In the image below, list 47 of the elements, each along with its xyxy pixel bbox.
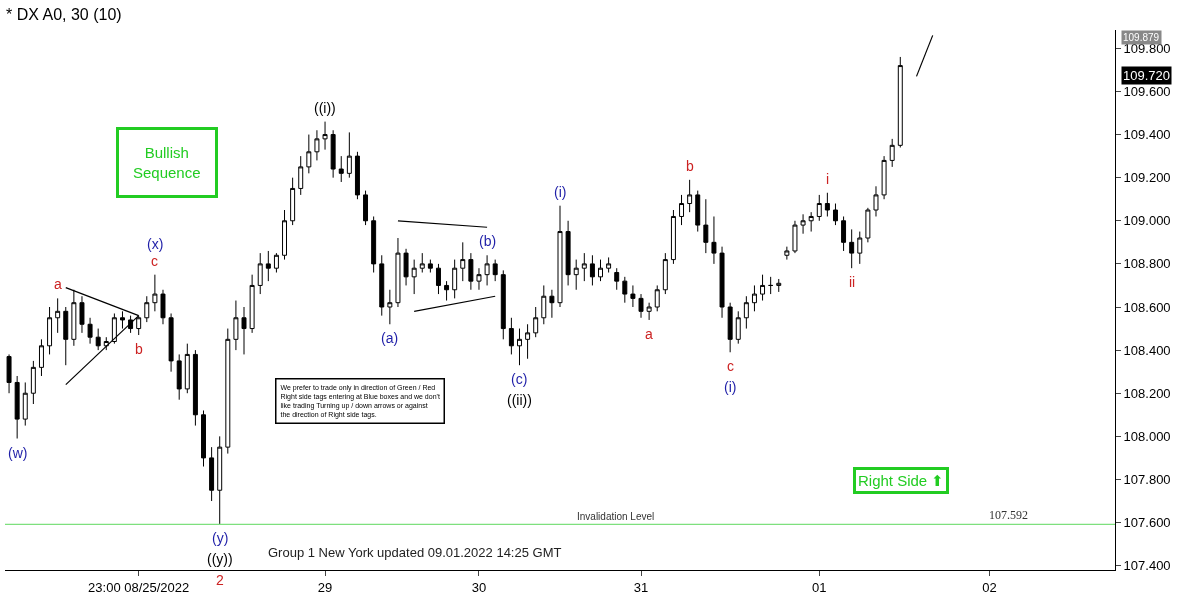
annotation: a bbox=[54, 276, 62, 292]
text: 109.879 bbox=[1123, 32, 1160, 43]
ref-line-label: Invalidation Level bbox=[577, 511, 655, 522]
y-tick-label: 108.600 bbox=[1123, 299, 1171, 315]
annotation: (c) bbox=[511, 371, 528, 387]
annotation: (x) bbox=[147, 236, 164, 252]
y-tick-label: 109.200 bbox=[1123, 170, 1171, 186]
y-tick-label: 109.000 bbox=[1123, 213, 1171, 229]
annotation: ((i)) bbox=[314, 100, 336, 116]
annotation: c bbox=[727, 358, 734, 374]
y-tick-label: 108.200 bbox=[1123, 385, 1171, 401]
y-tick-label: 109.800 bbox=[1123, 40, 1171, 56]
x-tick-label: 29 bbox=[317, 579, 333, 595]
annotation: Right Side ⬆ bbox=[858, 472, 945, 489]
annotation: ((ii)) bbox=[507, 392, 532, 408]
text: 2 bbox=[216, 572, 224, 588]
chart-title: * DX A0, 30 (10) bbox=[6, 6, 122, 24]
annotation: b bbox=[135, 341, 143, 357]
annotation: (i) bbox=[724, 379, 737, 395]
annotation: ii bbox=[849, 274, 856, 290]
y-tick-label: 108.400 bbox=[1123, 342, 1171, 358]
annotation: (w) bbox=[8, 445, 28, 461]
annotation: (a) bbox=[381, 330, 399, 346]
annotation: (y) bbox=[212, 530, 229, 546]
y-tick-label: 109.600 bbox=[1123, 83, 1171, 99]
y-tick-label: 109.400 bbox=[1123, 127, 1171, 143]
annotation: a bbox=[645, 326, 653, 342]
x-tick-label: 31 bbox=[633, 579, 649, 595]
x-tick-label: 01 bbox=[812, 579, 827, 595]
y-tick-label: 107.600 bbox=[1123, 515, 1171, 531]
x-tick-label: 30 bbox=[471, 579, 487, 595]
annotation: Bullish Sequence bbox=[133, 144, 201, 181]
annotation: b bbox=[686, 158, 694, 174]
y-tick-label: 107.800 bbox=[1123, 472, 1171, 488]
x-tick-label: 23:00 08/25/2022 bbox=[88, 579, 190, 595]
annotation: (b) bbox=[479, 233, 497, 249]
y-tick-label: 108.800 bbox=[1123, 256, 1171, 272]
annotation: c bbox=[151, 253, 158, 269]
annotation: 107.592 bbox=[989, 508, 1028, 522]
x-tick-label: 02 bbox=[982, 579, 997, 595]
text: 109.720 bbox=[1123, 68, 1170, 83]
y-tick-label: 108.000 bbox=[1123, 428, 1171, 444]
annotation: ((y)) bbox=[207, 551, 233, 567]
annotation: Group 1 New York updated 09.01.2022 14:25 GMT bbox=[268, 545, 562, 560]
y-tick-label: 107.400 bbox=[1123, 558, 1171, 574]
annotation: (i) bbox=[554, 184, 567, 200]
annotation: i bbox=[826, 171, 830, 187]
